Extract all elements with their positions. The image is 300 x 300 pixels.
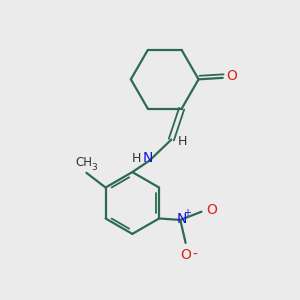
Text: N: N <box>142 152 153 165</box>
Text: 3: 3 <box>91 163 97 172</box>
Text: O: O <box>206 203 217 217</box>
Text: +: + <box>183 208 191 218</box>
Text: O: O <box>226 69 237 83</box>
Text: N: N <box>176 212 187 226</box>
Text: CH: CH <box>76 156 93 169</box>
Text: H: H <box>132 152 141 165</box>
Text: H: H <box>178 134 187 148</box>
Text: -: - <box>192 248 197 262</box>
Text: O: O <box>180 248 191 262</box>
